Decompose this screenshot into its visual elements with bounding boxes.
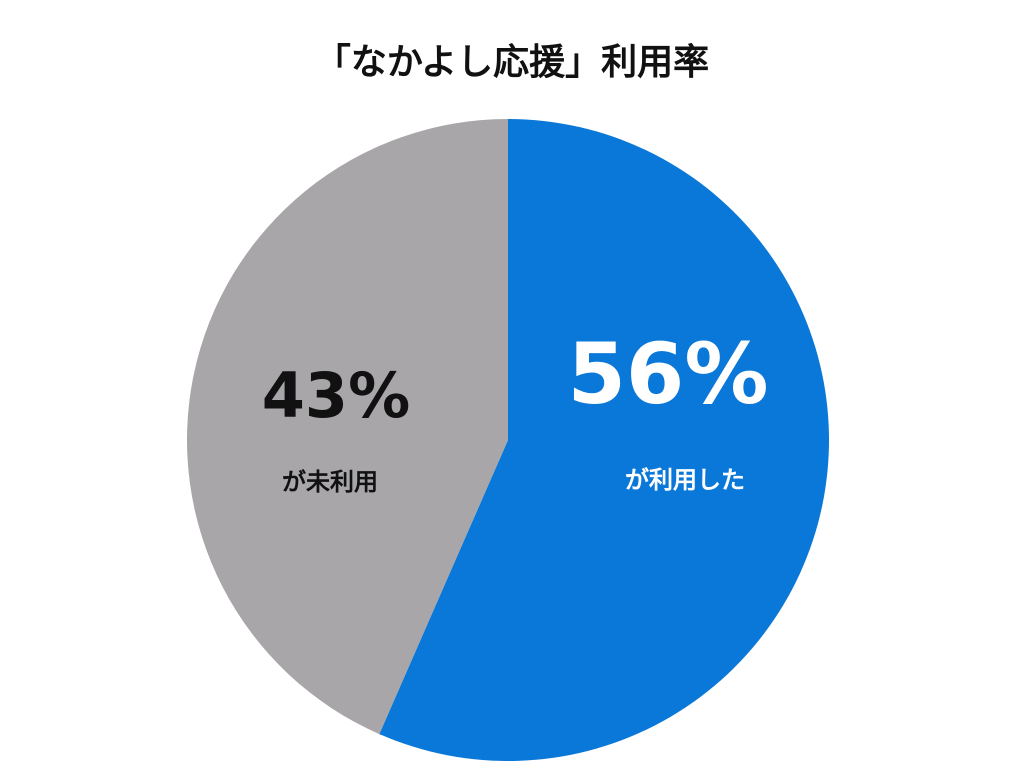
pie-slice	[379, 119, 829, 761]
category-label: が未利用	[282, 468, 378, 496]
chart-title: 「なかよし応援」利用率	[315, 42, 709, 83]
data-label: 43%	[262, 359, 410, 432]
pie-slice	[187, 119, 508, 735]
data-label: 56%	[567, 325, 768, 423]
category-label: が利用した	[625, 466, 745, 494]
